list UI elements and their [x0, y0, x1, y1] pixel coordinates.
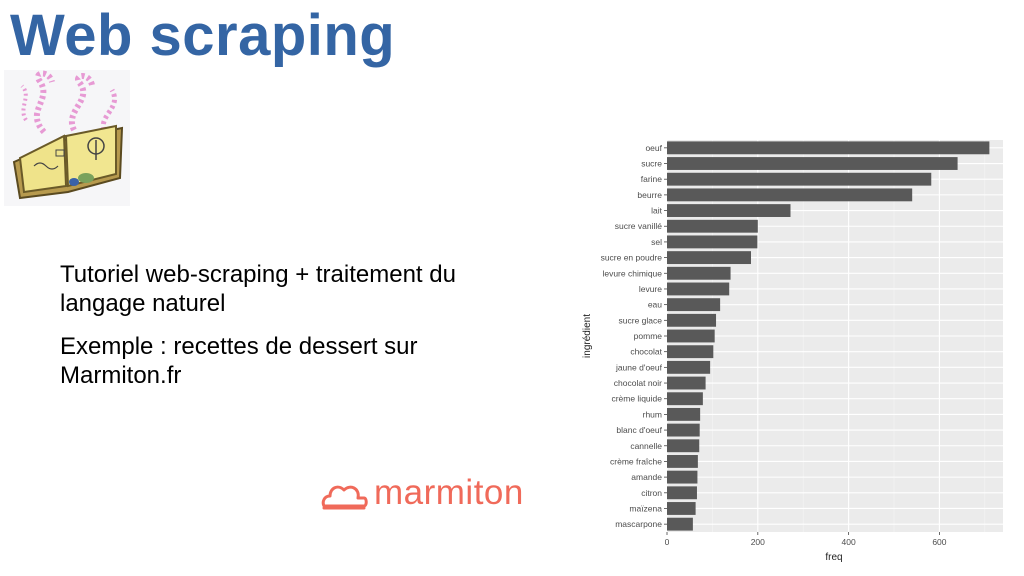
y-tick-label: levure chimique: [602, 268, 662, 278]
y-tick-label: levure: [639, 284, 662, 294]
marmiton-logo: marmiton: [320, 472, 550, 514]
y-tick-label: farine: [641, 174, 663, 184]
x-tick-label: 200: [751, 537, 765, 547]
bar-eau: [667, 298, 721, 312]
y-tick-label: crème liquide: [611, 394, 662, 404]
bar-citron: [667, 486, 697, 500]
y-tick-label: sucre vanillé: [615, 221, 663, 231]
bar-blanc-d-oeuf: [667, 423, 700, 437]
bar-beurre: [667, 188, 913, 202]
bullet-text: Exemple : recettes de dessert sur Marmit…: [60, 333, 418, 389]
y-tick-label: maïzena: [629, 503, 662, 513]
logo-wordmark: marmiton: [374, 473, 524, 512]
bar-jaune-d-oeuf: [667, 360, 711, 374]
bar-cr-me-liquide: [667, 392, 703, 406]
bar-ma-zena: [667, 502, 696, 515]
y-tick-label: sucre glace: [619, 315, 663, 325]
x-tick-labels: 0 200 400 600: [665, 532, 947, 547]
bar-sucre-vanill-: [667, 219, 758, 233]
bar-mascarpone: [667, 517, 693, 531]
y-tick-label: cannelle: [630, 441, 662, 451]
bullet-text: Tutoriel web-scraping + traitement du la…: [60, 261, 456, 317]
slide-title: Web scraping: [10, 3, 396, 68]
bars: [667, 141, 990, 531]
y-tick-label: lait: [651, 206, 663, 216]
bar-sucre: [667, 157, 958, 170]
bar-oeuf: [667, 141, 990, 155]
bar-lait: [667, 204, 791, 217]
bar-sucre-glace: [667, 313, 717, 327]
bar-sel: [667, 235, 758, 249]
y-tick-label: blanc d'oeuf: [616, 425, 662, 435]
y-tick-label: sucre en poudre: [601, 253, 663, 263]
bar-pomme: [667, 329, 715, 343]
bar-rhum: [667, 407, 701, 421]
y-tick-label: chocolat noir: [614, 378, 662, 388]
y-tick-label: citron: [641, 488, 662, 498]
y-tick-label: sucre: [641, 159, 662, 169]
x-axis-label: freq: [825, 552, 842, 563]
y-tick-label: rhum: [643, 409, 662, 419]
y-tick-label: chocolat: [630, 347, 662, 357]
bar-levure-chimique: [667, 266, 731, 280]
y-tick-label: pomme: [634, 331, 663, 341]
bar-cannelle: [667, 439, 700, 453]
bar-chocolat: [667, 345, 714, 359]
y-axis-label: ingrédient: [582, 314, 593, 358]
y-tick-label: mascarpone: [615, 519, 662, 529]
slide-body: Tutoriel web-scraping + traitement du la…: [60, 260, 530, 404]
bar-levure: [667, 282, 730, 296]
bar-chocolat-noir: [667, 376, 706, 390]
magic-book-icon: [4, 70, 130, 206]
bar-cr-me-fra-che: [667, 455, 698, 468]
x-tick-label: 0: [665, 537, 670, 547]
y-tick-label: eau: [648, 300, 662, 310]
x-tick-label: 600: [932, 537, 946, 547]
y-tick-label: sel: [651, 237, 662, 247]
y-tick-label: oeuf: [645, 143, 662, 153]
bar-amande: [667, 470, 698, 484]
x-tick-label: 400: [842, 537, 856, 547]
chef-hat-icon: [321, 485, 368, 510]
y-tick-labels: oeuf sucre farine beurre lait sucre vanillé se…: [601, 143, 667, 529]
y-tick-label: amande: [631, 472, 662, 482]
bar-farine: [667, 172, 932, 186]
y-tick-label: crème fraîche: [610, 456, 662, 466]
y-tick-label: jaune d'oeuf: [615, 362, 663, 372]
ingredient-frequency-chart: oeuf sucre farine beurre lait sucre vanillé se…: [582, 140, 1003, 563]
y-tick-label: beurre: [637, 190, 662, 200]
bar-sucre-en-poudre: [667, 251, 751, 265]
